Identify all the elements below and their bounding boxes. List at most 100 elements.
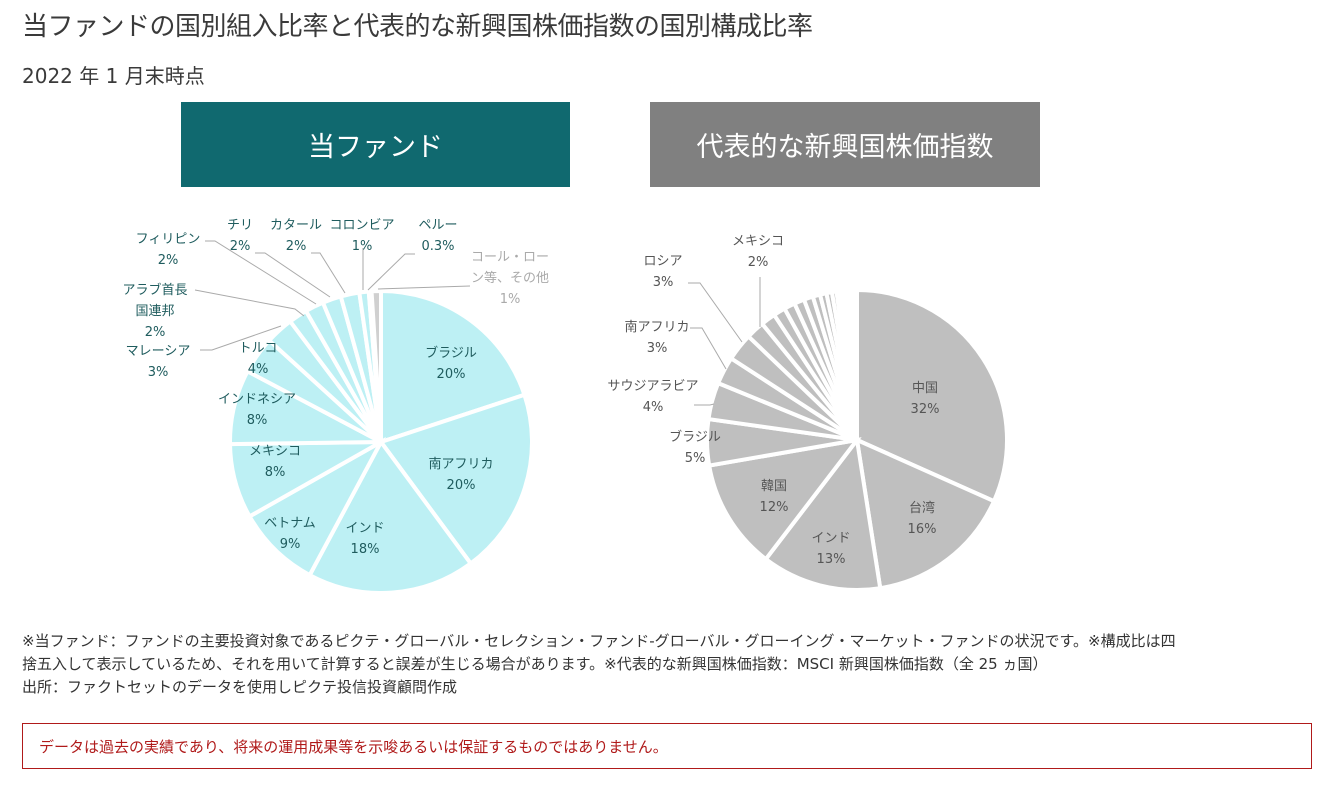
leader-line — [367, 253, 415, 291]
fund-label: トルコ 4% — [239, 341, 278, 377]
index-label-line: 台湾 — [909, 500, 935, 516]
index-label-line: 2% — [748, 255, 769, 270]
fund-label-line: インド — [345, 521, 384, 536]
disclaimer-text: データは過去の実績であり、将来の運用成果等を示唆あるいは保証するものではありませ… — [39, 737, 668, 756]
fund-label: フィリピン 2% — [136, 232, 201, 268]
page-title: 当ファンドの国別組入比率と代表的な新興国株価指数の国別構成比率 — [22, 12, 813, 42]
fund-label-line: ペルー — [418, 218, 457, 233]
fund-label-line: 0.3% — [421, 239, 454, 254]
leader-line — [377, 285, 471, 290]
index-label: 韓国 12% — [760, 479, 789, 515]
fund-label-other-line: コール・ロー — [471, 250, 549, 265]
fund-label-line: メキシコ — [249, 444, 301, 459]
footnote-line: ※当ファンド：ファンドの主要投資対象であるピクテ・グローバル・セレクション・ファ… — [22, 632, 1176, 650]
fund-header: 当ファンド — [181, 102, 570, 187]
leader-line — [311, 252, 346, 294]
fund-label: ブラジル 20% — [425, 345, 477, 382]
fund-label-line: カタール — [270, 218, 322, 233]
index-label-line: メキシコ — [732, 234, 784, 249]
fund-label: メキシコ 8% — [249, 444, 301, 480]
fund-label-line: 18% — [351, 542, 380, 557]
fund-label-line: インドネシア — [218, 392, 296, 407]
fund-label: インドネシア 8% — [218, 392, 296, 428]
fund-label-other-line: 1% — [500, 292, 521, 307]
fund-label-line: ブラジル — [425, 345, 477, 361]
fund-label-line: 9% — [280, 537, 301, 552]
index-label-line: 12% — [760, 500, 789, 515]
leader-line — [690, 327, 727, 370]
fund-label: 南アフリカ 20% — [428, 456, 493, 493]
leader-line — [194, 289, 305, 317]
fund-slice-0 — [379, 288, 527, 445]
fund-label-line: 4% — [248, 362, 269, 377]
fund-label-line: 2% — [286, 239, 307, 254]
disclaimer-box: データは過去の実績であり、将来の運用成果等を示唆あるいは保証するものではありませ… — [22, 723, 1312, 769]
index-label-line: ブラジル — [669, 429, 721, 445]
index-label: 南アフリカ 3% — [624, 319, 689, 356]
index-slice-1 — [854, 436, 997, 591]
fund-label-line: 20% — [437, 367, 466, 382]
fund-label-other-line: ン等、その他 — [471, 270, 549, 286]
leader-line — [200, 325, 282, 351]
fund-label: インド 18% — [345, 521, 384, 557]
index-slice-2 — [763, 435, 883, 592]
fund-label-other: コール・ローン等、その他 1% — [471, 250, 549, 307]
index-label-line: サウジアラビア — [607, 379, 698, 394]
index-label-line: 5% — [685, 451, 706, 466]
fund-label-line: ベトナム — [264, 516, 316, 531]
index-label-line: ロシア — [643, 254, 682, 269]
leader-line — [205, 240, 317, 305]
index-label: 台湾 16% — [908, 500, 937, 537]
fund-slice-2 — [306, 438, 474, 595]
index-label: メキシコ 2% — [732, 234, 784, 270]
index-label: 中国 32% — [911, 381, 940, 417]
fund-label-line: 3% — [148, 365, 169, 380]
leader-line — [688, 282, 743, 343]
footnote-source: 出所：ファクトセットのデータを使用しピクテ投信投資顧問作成 — [22, 678, 458, 696]
footnotes: ※当ファンド：ファンドの主要投資対象であるピクテ・グローバル・セレクション・ファ… — [22, 630, 1322, 699]
leader-line — [694, 403, 715, 406]
index-slice-3 — [706, 437, 862, 562]
index-slice — [844, 287, 859, 441]
index-label-line: 32% — [911, 402, 940, 417]
fund-label-line: コロンビア — [329, 218, 394, 233]
fund-header-label: 当ファンド — [308, 132, 443, 163]
fund-label-line: アラブ首長 — [122, 282, 187, 298]
fund-label: マレーシア 3% — [126, 344, 191, 380]
fund-label-line: 国連邦 — [135, 304, 174, 319]
fund-label-line: 2% — [230, 239, 251, 254]
leader-line — [255, 252, 331, 298]
index-label: サウジアラビア 4% — [607, 379, 698, 415]
fund-slice-1 — [377, 392, 534, 567]
fund-label-line: 2% — [145, 325, 166, 340]
index-label-line: 南アフリカ — [624, 319, 689, 335]
index-label-line: 中国 — [912, 381, 938, 396]
index-slice-0 — [855, 287, 1009, 504]
pie-labels: ブラジル 20% 南アフリカ 20% インド 18% ベトナム 9% メキシコ 8% インドネシア 8… — [122, 218, 939, 567]
index-label: ブラジル 5% — [669, 429, 721, 466]
fund-label-line: トルコ — [239, 341, 278, 356]
index-label: ロシア 3% — [643, 254, 682, 290]
index-label-line: 13% — [817, 552, 846, 567]
index-header: 代表的な新興国株価指数 — [650, 102, 1040, 187]
date-subtitle: 2022 年 1 月末時点 — [22, 64, 205, 88]
index-label-line: 3% — [653, 275, 674, 290]
index-header-label: 代表的な新興国株価指数 — [696, 132, 994, 163]
index-pie — [705, 287, 1009, 592]
fund-label-line: 南アフリカ — [428, 456, 493, 472]
index-label-line: 4% — [643, 400, 664, 415]
fund-pie — [227, 288, 534, 595]
fund-label: カタール 2% — [270, 218, 322, 254]
fund-label: ベトナム 9% — [264, 516, 316, 552]
index-label: インド 13% — [811, 531, 850, 567]
fund-label: アラブ首長国連邦 2% — [122, 282, 187, 340]
pie-charts: ブラジル 20% 南アフリカ 20% インド 18% ベトナム 9% メキシコ 8% インドネシア 8… — [122, 218, 1009, 595]
fund-label-line: 8% — [247, 413, 268, 428]
index-label-line: 3% — [647, 341, 668, 356]
fund-label-line: マレーシア — [126, 344, 191, 359]
fund-label-line: 20% — [447, 478, 476, 493]
fund-label: ペルー 0.3% — [418, 218, 457, 254]
index-label-line: 韓国 — [761, 479, 787, 494]
fund-slice-14 — [369, 288, 383, 443]
fund-label: コロンビア 1% — [329, 218, 394, 254]
